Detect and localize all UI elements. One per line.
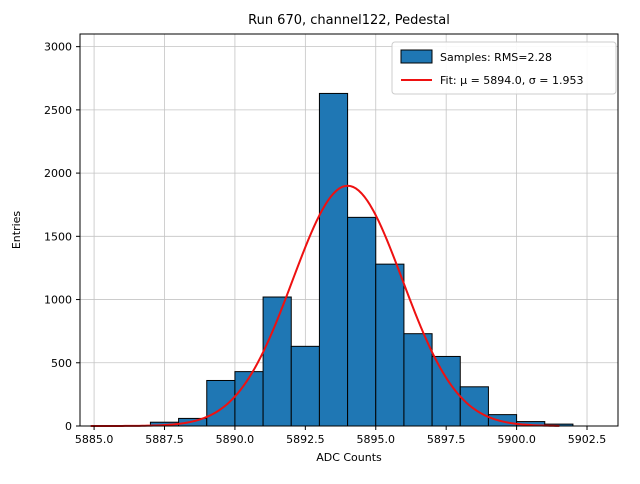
histogram-bar [206, 379, 236, 427]
y-tick-label: 2500 [44, 104, 72, 117]
x-tick-label: 5887.5 [145, 433, 184, 446]
y-tick-label: 2000 [44, 167, 72, 180]
y-tick-label: 1000 [44, 294, 72, 307]
legend-samples-label: Samples: RMS=2.28 [440, 51, 552, 64]
y-tick-label: 0 [65, 420, 72, 433]
x-tick-label: 5892.5 [286, 433, 325, 446]
fit-curve [90, 184, 560, 427]
y-tick-label: 1500 [44, 230, 72, 243]
x-axis-label: ADC Counts [316, 451, 382, 464]
histogram-bar [347, 216, 377, 427]
chart-title: Run 670, channel122, Pedestal [248, 13, 450, 28]
fit-curve-layer [90, 184, 560, 427]
legend-fit-label: Fit: μ = 5894.0, σ = 1.953 [440, 74, 583, 87]
x-tick-label: 5890.0 [216, 433, 255, 446]
legend-box [391, 41, 617, 95]
histogram-bar [375, 263, 405, 427]
x-tick-label: 5895.0 [357, 433, 396, 446]
x-tick-label: 5885.0 [75, 433, 114, 446]
legend: Samples: RMS=2.28 Fit: μ = 5894.0, σ = 1… [391, 41, 617, 95]
histogram-bar [318, 92, 349, 427]
y-axis-label: Entries [10, 211, 23, 250]
histogram-bar [403, 333, 433, 427]
x-tick-label: 5897.5 [427, 433, 466, 446]
ticks-layer: 5885.0 5887.5 5890.0 5892.5 5895.0 5897.5 5900… [44, 41, 606, 446]
y-tick-label: 500 [51, 357, 72, 370]
histogram-bars [149, 92, 574, 427]
histogram-bar [262, 296, 292, 427]
legend-samples-swatch [400, 49, 433, 64]
x-tick-label: 5902.5 [568, 433, 607, 446]
y-tick-label: 3000 [44, 41, 72, 54]
histogram-bar [459, 386, 489, 427]
histogram-bar [290, 345, 320, 427]
x-tick-label: 5900.0 [497, 433, 536, 446]
plot-border [79, 33, 619, 427]
histogram-bar [234, 371, 264, 427]
